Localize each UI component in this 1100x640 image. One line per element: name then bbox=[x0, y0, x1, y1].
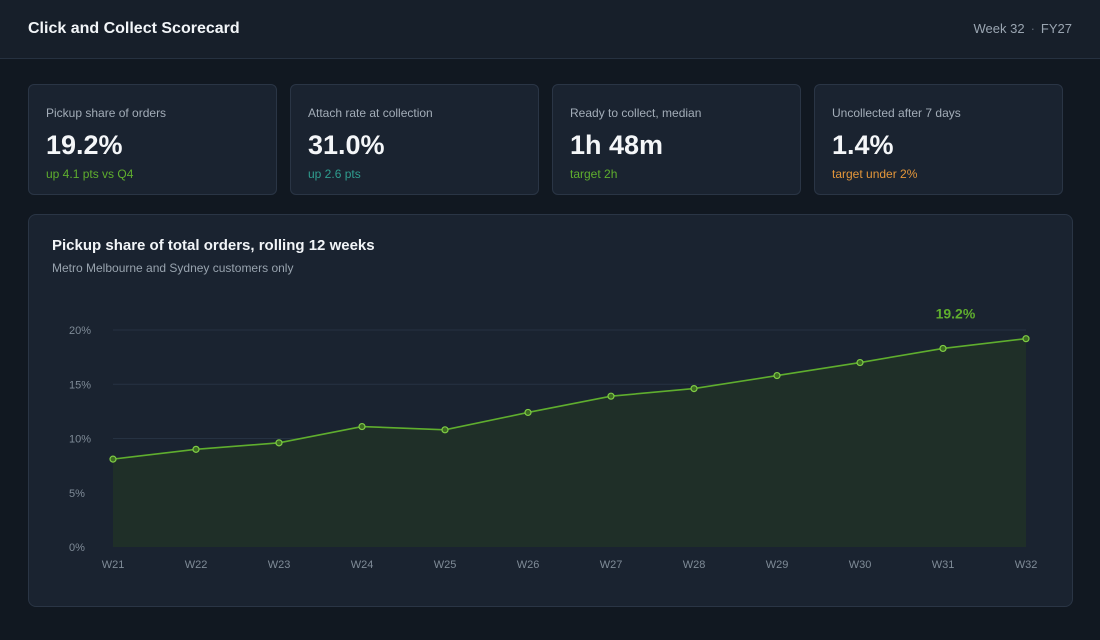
data-point bbox=[1022, 335, 1030, 343]
kpi-value: 1.4% bbox=[832, 130, 894, 160]
data-point bbox=[939, 344, 947, 353]
kpi-label: Pickup share of orders bbox=[46, 106, 167, 120]
page-header: Click and Collect Scorecard Week 32 · FY… bbox=[0, 0, 1100, 59]
kpi-value: 1h 48m bbox=[570, 130, 664, 160]
x-tick-label: W21 bbox=[102, 559, 125, 571]
kpi-delta: target 2h bbox=[570, 167, 618, 181]
kpi-delta: target under 2% bbox=[832, 167, 918, 181]
data-point bbox=[192, 445, 200, 453]
period-indicator: Week 32 · FY27 bbox=[974, 21, 1073, 36]
chart-title: Pickup share of total orders, rolling 12… bbox=[52, 237, 375, 254]
x-tick-label: W26 bbox=[517, 559, 540, 571]
x-tick-label: W32 bbox=[1015, 559, 1038, 571]
kpi-card-pickup-share: Pickup share of orders 19.2% up 4.1 pts … bbox=[28, 84, 277, 195]
period-separator: · bbox=[1030, 21, 1035, 36]
kpi-delta: up 4.1 pts vs Q4 bbox=[46, 167, 134, 181]
kpi-label: Ready to collect, median bbox=[570, 106, 702, 120]
kpi-card-ready-to-collect: Ready to collect, median 1h 48m target 2… bbox=[552, 84, 801, 195]
y-tick-label: 15% bbox=[69, 379, 91, 391]
kpi-label: Attach rate at collection bbox=[308, 106, 433, 120]
data-point bbox=[524, 408, 532, 417]
kpi-value: 31.0% bbox=[308, 130, 385, 160]
y-tick-label: 20% bbox=[69, 325, 91, 337]
x-tick-label: W24 bbox=[351, 559, 374, 571]
x-tick-label: W31 bbox=[932, 559, 955, 571]
data-point bbox=[856, 358, 864, 367]
x-tick-label: W23 bbox=[268, 559, 291, 571]
pickup-share-chart: 0% 5% 10% 15% 20% W21 W22 W23 W24 W25 W26 W27 W28 W29… bbox=[69, 306, 1038, 571]
data-point bbox=[607, 392, 615, 400]
chart-panel: Pickup share of total orders, rolling 12… bbox=[28, 214, 1073, 607]
kpi-delta: up 2.6 pts bbox=[308, 167, 361, 181]
page-title: Click and Collect Scorecard bbox=[28, 20, 240, 37]
kpi-card-attach-rate: Attach rate at collection 31.0% up 2.6 p… bbox=[290, 84, 539, 195]
data-point bbox=[441, 426, 449, 434]
week-label: Week 32 bbox=[973, 21, 1025, 36]
y-tick-label: 5% bbox=[69, 488, 85, 500]
x-tick-label: W27 bbox=[600, 559, 623, 571]
x-tick-label: W30 bbox=[849, 559, 872, 571]
data-point bbox=[275, 439, 283, 447]
data-point bbox=[690, 384, 698, 393]
fiscal-year-label: FY27 bbox=[1040, 21, 1072, 36]
chart-subtitle: Metro Melbourne and Sydney customers onl… bbox=[52, 261, 294, 275]
y-tick-label: 0% bbox=[69, 542, 85, 554]
data-point bbox=[109, 455, 117, 463]
series-line bbox=[112, 337, 1027, 460]
x-tick-label: W29 bbox=[766, 559, 789, 571]
data-point bbox=[773, 371, 781, 380]
kpi-card-uncollected: Uncollected after 7 days 1.4% target und… bbox=[814, 84, 1063, 195]
kpi-label: Uncollected after 7 days bbox=[832, 106, 961, 120]
last-value-label: 19.2% bbox=[936, 306, 976, 322]
area-fill bbox=[113, 338, 1026, 547]
kpi-value: 19.2% bbox=[46, 130, 123, 160]
y-tick-label: 10% bbox=[69, 434, 91, 446]
x-tick-label: W22 bbox=[185, 559, 208, 571]
x-tick-label: W28 bbox=[683, 559, 706, 571]
data-point bbox=[358, 422, 366, 431]
x-tick-label: W25 bbox=[434, 559, 457, 571]
